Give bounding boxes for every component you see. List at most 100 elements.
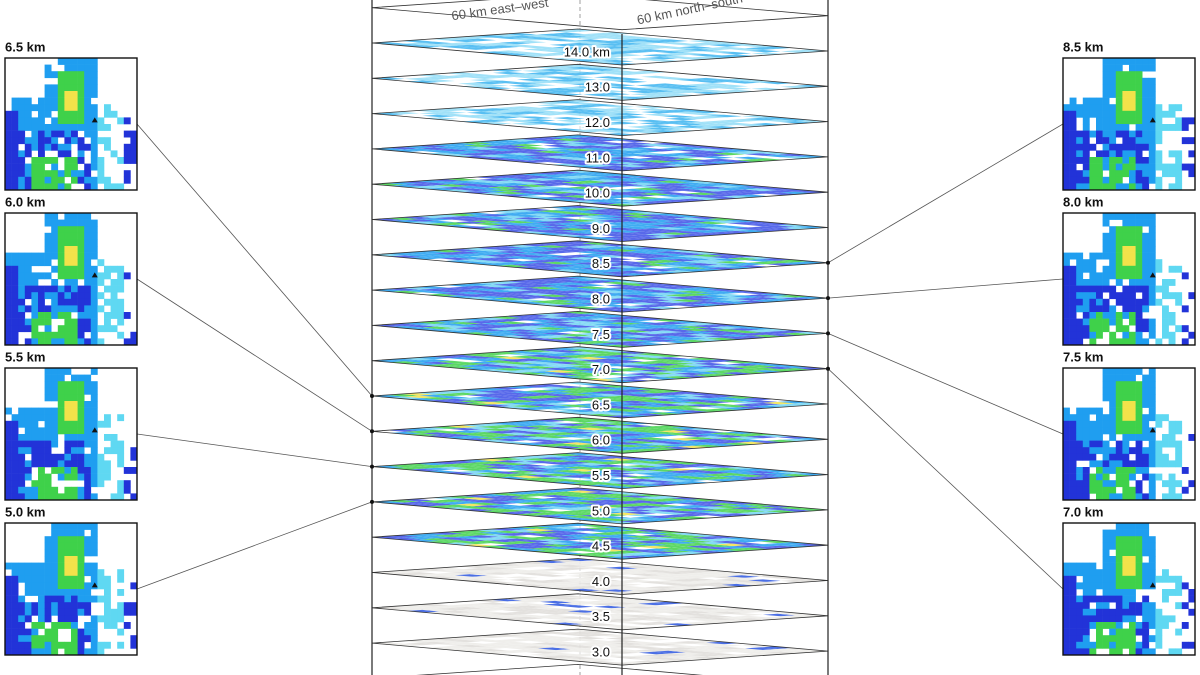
panel-cell xyxy=(1122,387,1130,395)
radar-cell xyxy=(697,188,731,192)
panel-cell xyxy=(51,608,59,616)
radar-cell xyxy=(600,646,633,649)
radar-cell xyxy=(538,294,571,298)
radar-cell xyxy=(505,611,538,615)
radar-cell xyxy=(616,598,650,602)
panel-cell xyxy=(1162,331,1169,339)
panel-cell xyxy=(1102,150,1110,158)
panel-cell xyxy=(18,163,26,171)
radar-cell xyxy=(673,641,707,644)
radar-cell xyxy=(572,636,606,640)
radar-cell xyxy=(461,297,494,300)
panel-cell xyxy=(5,427,12,435)
radar-cell xyxy=(492,389,526,393)
radar-cell xyxy=(579,183,612,186)
radar-cell xyxy=(566,419,599,423)
radar-cell xyxy=(627,443,660,447)
radar-cell xyxy=(670,109,703,112)
panel-cell xyxy=(1142,259,1150,267)
panel-cell xyxy=(1168,420,1176,428)
radar-cell xyxy=(596,396,630,399)
panel-cell xyxy=(44,292,52,300)
radar-cell xyxy=(777,648,811,651)
radar-cell xyxy=(694,609,728,613)
panel-cell xyxy=(90,137,98,145)
panel-cell xyxy=(38,176,45,184)
radar-cell xyxy=(565,374,598,377)
radar-cell xyxy=(621,261,654,265)
leader-line xyxy=(136,123,373,397)
panel-cell xyxy=(1135,259,1143,267)
radar-cell xyxy=(634,211,668,215)
panel-cell xyxy=(117,589,125,596)
radar-cell xyxy=(588,332,621,335)
radar-cell xyxy=(389,361,423,364)
radar-cell xyxy=(668,579,701,582)
panel-cell xyxy=(11,467,19,474)
radar-cell xyxy=(481,75,514,78)
radar-cell xyxy=(603,436,636,440)
panel-cell xyxy=(117,493,125,501)
panel-cell xyxy=(44,374,52,382)
panel-cell xyxy=(77,91,85,98)
altitude-label: 14.0 km xyxy=(564,44,610,59)
radar-cell xyxy=(565,656,598,660)
radar-cell xyxy=(653,439,687,442)
panel-cell xyxy=(1148,219,1156,227)
panel-cell xyxy=(1069,460,1077,468)
panel-cell xyxy=(1122,91,1130,98)
radar-cell xyxy=(662,291,695,295)
radar-cell xyxy=(620,565,653,569)
panel-cell xyxy=(77,589,85,596)
radar-cell xyxy=(434,252,467,255)
radar-cell xyxy=(554,352,588,356)
panel-cell xyxy=(5,312,12,319)
radar-cell xyxy=(638,334,672,337)
radar-cell xyxy=(479,580,512,584)
radar-cell xyxy=(583,411,616,414)
site-marker xyxy=(91,427,98,433)
radar-cell xyxy=(585,329,618,332)
radar-cell xyxy=(425,117,459,120)
radar-cell xyxy=(621,650,654,653)
panel-cell xyxy=(77,213,85,220)
radar-cell xyxy=(621,332,654,336)
panel-title: 6.0 km xyxy=(5,194,45,209)
panel-cell xyxy=(90,536,98,544)
panel-cell xyxy=(44,387,52,395)
radar-cell xyxy=(497,229,530,233)
radar-cell xyxy=(697,224,731,227)
radar-cell xyxy=(407,433,441,436)
radar-cell xyxy=(581,171,614,175)
radar-cell xyxy=(520,363,553,367)
panel-cell xyxy=(90,232,98,240)
radar-cell xyxy=(637,108,671,111)
radar-cell xyxy=(451,606,485,610)
radar-cell xyxy=(507,565,541,568)
panel-cell xyxy=(1148,414,1156,422)
radar-cell xyxy=(568,624,601,627)
radar-cell xyxy=(451,253,485,257)
radar-cell xyxy=(419,535,452,539)
panel-cell xyxy=(71,602,78,610)
panel-cell xyxy=(1069,493,1077,501)
panel-cell xyxy=(1129,143,1136,151)
radar-cell xyxy=(645,304,678,307)
panel-cell xyxy=(24,143,32,151)
panel-cell xyxy=(1109,130,1117,138)
panel-cell xyxy=(38,582,45,590)
radar-cell xyxy=(645,92,678,95)
radar-cell xyxy=(580,444,613,447)
radar-cell xyxy=(759,258,793,261)
panel-cell xyxy=(1102,318,1110,326)
radar-cell xyxy=(600,151,633,155)
radar-cell xyxy=(419,606,452,609)
panel-cell xyxy=(31,635,39,643)
radar-cell xyxy=(644,572,677,576)
panel-cell xyxy=(84,622,92,629)
radar-cell xyxy=(544,229,577,232)
panel-cell xyxy=(11,427,19,435)
radar-cell xyxy=(566,243,599,246)
radar-cell xyxy=(573,438,607,442)
